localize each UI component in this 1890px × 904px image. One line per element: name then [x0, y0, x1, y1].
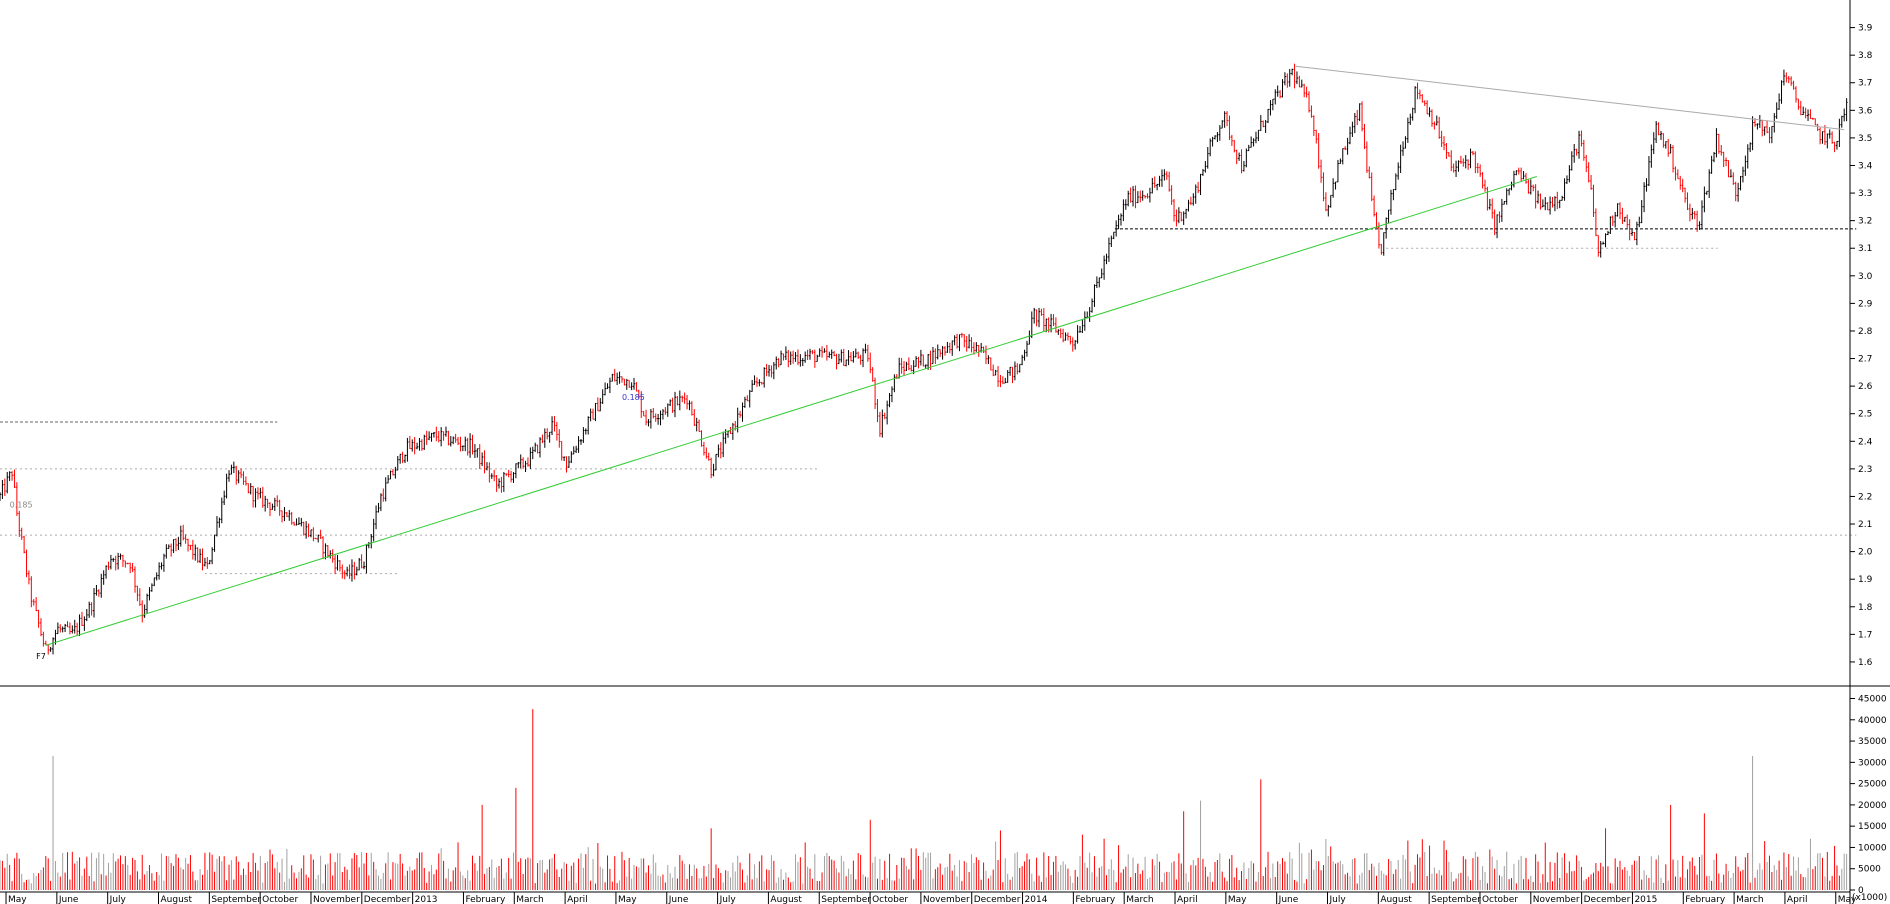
- price-annotation: 0.185: [10, 500, 33, 509]
- volume-tick-label: 5000: [1858, 865, 1881, 875]
- month-label: August: [770, 895, 802, 904]
- candlestick-series: [0, 63, 1848, 655]
- price-tick-label: 1.8: [1858, 603, 1873, 613]
- month-label: March: [1126, 895, 1153, 904]
- price-tick-label: 2.3: [1858, 465, 1872, 475]
- month-label: April: [567, 895, 588, 904]
- month-label: March: [1736, 895, 1763, 904]
- price-tick-label: 3.9: [1858, 24, 1873, 34]
- price-tick-label: 3.1: [1858, 244, 1872, 254]
- month-label: August: [161, 895, 193, 904]
- volume-tick-label: 10000: [1858, 843, 1887, 853]
- volume-unit-label: (x1000): [1852, 893, 1887, 903]
- month-label: October: [1482, 895, 1518, 904]
- time-axis: May June July August September October Novembe…: [5, 892, 1857, 904]
- month-label: 2013: [415, 895, 438, 904]
- month-label: September: [1431, 895, 1481, 904]
- volume-tick-label: 40000: [1858, 716, 1887, 726]
- price-tick-label: 2.5: [1858, 410, 1872, 420]
- volume-tick-label: 30000: [1858, 758, 1887, 768]
- month-label: June: [1278, 895, 1299, 904]
- month-label: February: [1685, 895, 1726, 904]
- price-tick-label: 3.4: [1858, 161, 1873, 171]
- month-label: February: [465, 895, 506, 904]
- month-label: November: [1533, 895, 1580, 904]
- month-label: May: [8, 895, 27, 904]
- month-label: December: [364, 895, 411, 904]
- price-tick-label: 2.2: [1858, 492, 1872, 502]
- month-label: August: [1380, 895, 1412, 904]
- volume-tick-label: 0: [1858, 886, 1864, 896]
- volume-tick-label: 35000: [1858, 737, 1887, 747]
- trendline: [45, 176, 1537, 646]
- volume-tick-label: 45000: [1858, 695, 1887, 705]
- price-tick-label: 2.1: [1858, 520, 1872, 530]
- volume-tick-label: 15000: [1858, 822, 1887, 832]
- month-label: November: [313, 895, 360, 904]
- price-tick-label: 3.0: [1858, 272, 1873, 282]
- month-label: May: [1838, 895, 1857, 904]
- volume-axis: 0 5000 10000 15000 20000 25000 30000 35000 40000…: [1850, 695, 1887, 903]
- month-label: July: [1329, 895, 1347, 904]
- month-label: 2015: [1634, 895, 1657, 904]
- month-label: April: [1177, 895, 1198, 904]
- month-label: April: [1787, 895, 1808, 904]
- price-tick-label: 2.8: [1858, 327, 1873, 337]
- month-label: May: [618, 895, 637, 904]
- price-tick-label: 3.8: [1858, 51, 1873, 61]
- price-tick-label: 2.4: [1858, 437, 1873, 447]
- month-label: May: [1228, 895, 1247, 904]
- support-resistance-levels: [0, 228, 1857, 575]
- price-tick-label: 3.6: [1858, 106, 1873, 116]
- price-tick-label: 2.9: [1858, 299, 1873, 309]
- price-tick-label: 2.0: [1858, 548, 1873, 558]
- month-label: December: [974, 895, 1021, 904]
- month-label: July: [719, 895, 737, 904]
- price-axis: 1.6 1.7 1.8 1.9 2.0 2.1 2.2 2.3 2.4 2.5 2.6 2.7 2.8 2…: [1850, 24, 1873, 668]
- price-tick-label: 1.7: [1858, 630, 1872, 640]
- price-annotation: F7: [36, 652, 46, 661]
- price-tick-label: 2.7: [1858, 355, 1872, 365]
- price-tick-label: 3.2: [1858, 217, 1872, 227]
- price-tick-label: 3.7: [1858, 79, 1872, 89]
- price-annotation: 0.185: [622, 393, 645, 402]
- month-label: November: [923, 895, 970, 904]
- month-label: March: [516, 895, 543, 904]
- price-tick-label: 3.5: [1858, 134, 1872, 144]
- price-tick-label: 2.6: [1858, 382, 1873, 392]
- trendlines: [45, 65, 1845, 646]
- price-tick-label: 1.6: [1858, 658, 1873, 668]
- trendline: [1295, 65, 1845, 131]
- month-label: October: [262, 895, 298, 904]
- volume-bars: [0, 709, 1848, 890]
- month-label: September: [211, 895, 261, 904]
- month-label: February: [1075, 895, 1116, 904]
- price-annotations: 0.185 0.185 F7: [10, 393, 645, 661]
- price-tick-label: 1.9: [1858, 575, 1873, 585]
- volume-tick-label: 20000: [1858, 801, 1887, 811]
- month-label: October: [872, 895, 908, 904]
- month-label: June: [668, 895, 689, 904]
- month-label: June: [58, 895, 79, 904]
- volume-tick-label: 25000: [1858, 780, 1887, 790]
- month-label: December: [1584, 895, 1631, 904]
- month-label: 2014: [1025, 895, 1048, 904]
- price-tick-label: 3.3: [1858, 189, 1872, 199]
- month-label: September: [821, 895, 871, 904]
- month-label: July: [109, 895, 127, 904]
